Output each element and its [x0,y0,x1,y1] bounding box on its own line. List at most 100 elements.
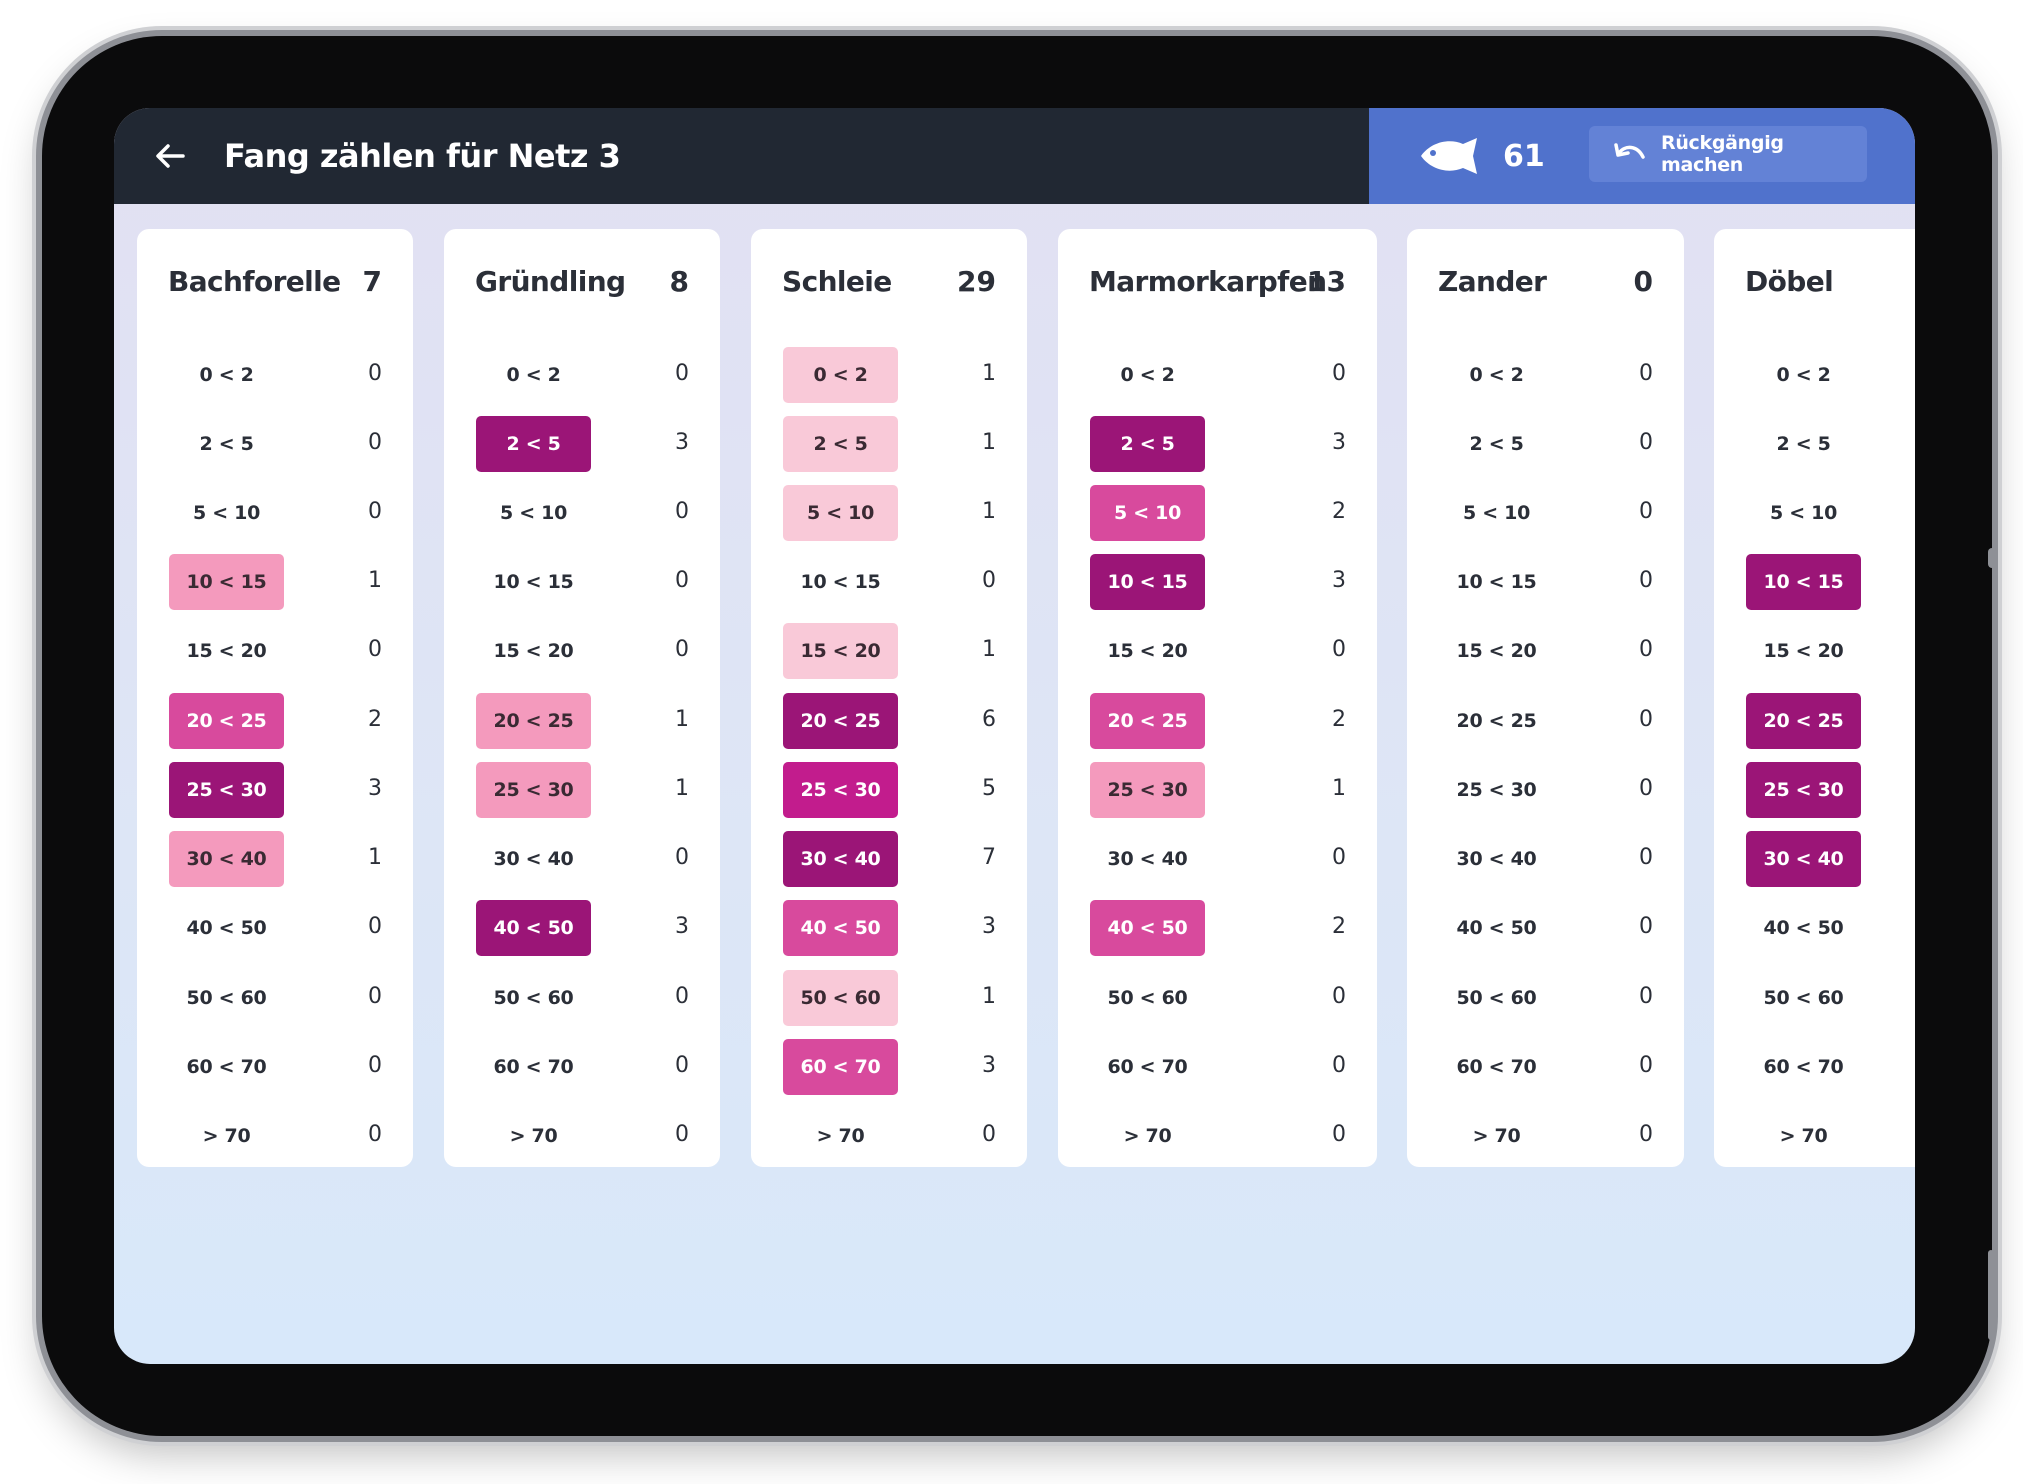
size-class-button[interactable]: > 70 [202,1125,251,1147]
size-class-button[interactable]: 50 < 60 [1456,987,1537,1009]
size-class-button[interactable]: 30 < 40 [169,831,284,887]
size-class-button[interactable]: 60 < 70 [1763,1056,1844,1078]
size-class-button[interactable]: 40 < 50 [476,900,591,956]
size-row: 30 < 40 [1714,831,1915,889]
size-class-button[interactable]: > 70 [1472,1125,1521,1147]
size-row: 10 < 15 1 [137,554,413,612]
size-class-button[interactable]: 15 < 20 [783,623,898,679]
top-bar: Fang zählen für Netz 3 61 Rückgängig mac… [114,108,1915,204]
undo-button[interactable]: Rückgängig machen [1589,126,1867,182]
size-class-button[interactable]: 0 < 2 [1120,364,1175,386]
size-class-button[interactable]: 60 < 70 [1107,1056,1188,1078]
summary-bar: 61 Rückgängig machen [1369,108,1915,204]
size-class-button[interactable]: 2 < 5 [476,416,591,472]
size-row: 2 < 5 0 [1407,416,1684,474]
size-class-button[interactable]: 2 < 5 [199,433,254,455]
size-class-button[interactable]: 50 < 60 [186,987,267,1009]
size-class-button[interactable]: 50 < 60 [493,987,574,1009]
size-class-button[interactable]: 40 < 50 [1090,900,1205,956]
size-class-button[interactable]: > 70 [816,1125,865,1147]
size-class-button[interactable]: 30 < 40 [1456,848,1537,870]
size-row: 30 < 40 0 [1058,831,1377,889]
size-class-button[interactable]: 30 < 40 [783,831,898,887]
size-row: 60 < 70 0 [444,1039,720,1097]
size-class-button[interactable]: 10 < 15 [1090,554,1205,610]
size-class-button[interactable]: 30 < 40 [1107,848,1188,870]
species-total: 0 [1633,265,1653,298]
size-row: 20 < 25 1 [444,693,720,751]
size-count: 1 [675,776,689,801]
size-count: 0 [1639,637,1653,662]
size-row: 10 < 15 0 [751,554,1027,612]
size-class-button[interactable]: 10 < 15 [169,554,284,610]
size-class-button[interactable]: 2 < 5 [1776,433,1831,455]
size-class-button[interactable]: 15 < 20 [493,640,574,662]
size-row: 2 < 5 1 [751,416,1027,474]
size-class-button[interactable]: > 70 [509,1125,558,1147]
size-count: 0 [675,1053,689,1078]
size-row: 2 < 5 3 [1058,416,1377,474]
size-class-button[interactable]: 25 < 30 [1090,762,1205,818]
size-class-button[interactable]: 15 < 20 [1456,640,1537,662]
size-class-button[interactable]: 25 < 30 [1456,779,1537,801]
size-class-button[interactable]: 2 < 5 [1090,416,1205,472]
size-class-button[interactable]: 25 < 30 [169,762,284,818]
size-class-button[interactable]: 20 < 25 [1746,693,1861,749]
size-class-button[interactable]: 20 < 25 [1456,710,1537,732]
size-class-button[interactable]: 15 < 20 [1763,640,1844,662]
size-class-button[interactable]: 0 < 2 [1776,364,1831,386]
size-row: 20 < 25 6 [751,693,1027,751]
size-class-button[interactable]: 20 < 25 [783,693,898,749]
size-class-button[interactable]: 5 < 10 [192,502,260,524]
arrow-left-icon[interactable] [150,136,190,176]
size-row: > 70 0 [137,1108,413,1166]
size-class-button[interactable]: 60 < 70 [186,1056,267,1078]
size-class-button[interactable]: 0 < 2 [783,347,898,403]
size-class-button[interactable]: 5 < 10 [1769,502,1837,524]
size-class-button[interactable]: 0 < 2 [199,364,254,386]
size-class-button[interactable]: 10 < 15 [493,571,574,593]
size-class-button[interactable]: 10 < 15 [1746,554,1861,610]
size-class-button[interactable]: 20 < 25 [1090,693,1205,749]
size-class-button[interactable]: 50 < 60 [1763,987,1844,1009]
size-class-button[interactable]: 5 < 10 [499,502,567,524]
size-class-button[interactable]: 50 < 60 [783,970,898,1026]
size-class-button[interactable]: 60 < 70 [493,1056,574,1078]
size-count: 3 [1332,568,1346,593]
size-row: 20 < 25 2 [1058,693,1377,751]
size-count: 0 [368,914,382,939]
size-class-button[interactable]: 0 < 2 [1469,364,1524,386]
size-class-button[interactable]: 2 < 5 [783,416,898,472]
size-class-button[interactable]: 25 < 30 [476,762,591,818]
size-class-button[interactable]: 5 < 10 [1462,502,1530,524]
size-class-button[interactable]: 0 < 2 [506,364,561,386]
size-class-button[interactable]: 40 < 50 [186,917,267,939]
size-class-button[interactable]: 15 < 20 [1107,640,1188,662]
size-class-button[interactable]: 30 < 40 [1746,831,1861,887]
size-row: 2 < 5 3 [444,416,720,474]
size-class-button[interactable]: 50 < 60 [1107,987,1188,1009]
size-class-button[interactable]: 30 < 40 [493,848,574,870]
size-class-button[interactable]: 20 < 25 [169,693,284,749]
size-row: 10 < 15 0 [444,554,720,612]
size-class-button[interactable]: 2 < 5 [1469,433,1524,455]
size-class-button[interactable]: > 70 [1123,1125,1172,1147]
size-class-button[interactable]: 5 < 10 [783,485,898,541]
size-class-button[interactable]: 60 < 70 [1456,1056,1537,1078]
species-name: Döbel [1745,265,1834,298]
size-class-button[interactable]: 40 < 50 [1456,917,1537,939]
size-class-button[interactable]: 5 < 10 [1090,485,1205,541]
size-class-button[interactable]: 40 < 50 [783,900,898,956]
size-class-button[interactable]: 25 < 30 [1746,762,1861,818]
size-class-button[interactable]: 40 < 50 [1763,917,1844,939]
size-class-button[interactable]: 10 < 15 [1456,571,1537,593]
size-count: 1 [982,984,996,1009]
size-class-button[interactable]: 60 < 70 [783,1039,898,1095]
size-class-button[interactable]: 15 < 20 [186,640,267,662]
size-class-button[interactable]: 10 < 15 [800,571,881,593]
species-header: Zander 0 [1407,251,1684,313]
size-class-button[interactable]: > 70 [1779,1125,1828,1147]
size-class-button[interactable]: 25 < 30 [783,762,898,818]
size-class-button[interactable]: 20 < 25 [476,693,591,749]
